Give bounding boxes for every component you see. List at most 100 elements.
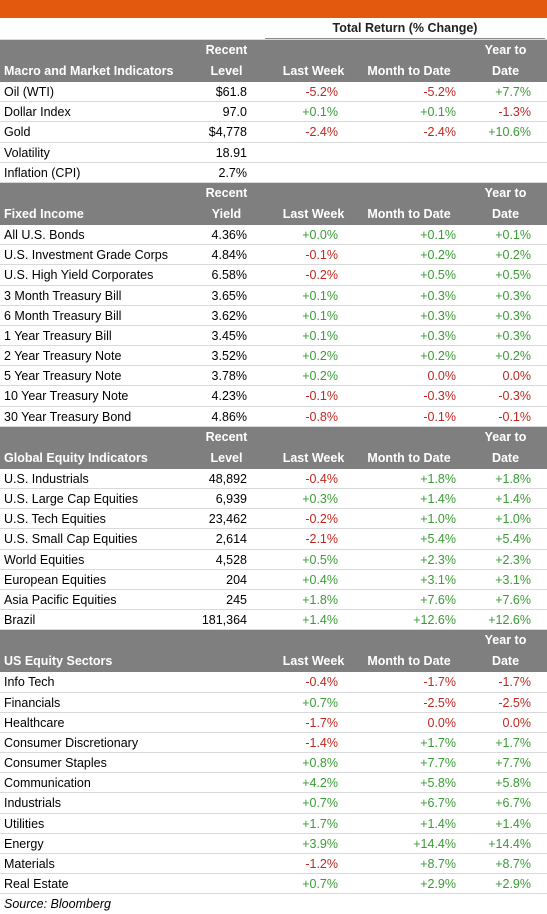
- row-month-to-date: +1.4%: [420, 816, 456, 831]
- row-month-to-date: -2.5%: [423, 695, 456, 710]
- row-label: U.S. High Yield Corporates: [4, 268, 154, 283]
- row-level: 3.45%: [211, 328, 247, 343]
- row-month-to-date: -2.4%: [423, 125, 456, 140]
- row-last-week: -0.4%: [305, 675, 338, 690]
- row-label: U.S. Tech Equities: [4, 512, 106, 527]
- row-level: 3.78%: [211, 369, 247, 384]
- table-row: European Equities 204 +0.4% +3.1% +3.1%: [0, 570, 547, 590]
- row-year-to-date: +5.4%: [495, 532, 531, 547]
- row-label: Dollar Index: [4, 105, 71, 120]
- row-label: Oil (WTI): [4, 85, 54, 99]
- super-header-underline: [265, 38, 545, 39]
- row-month-to-date: +0.5%: [420, 268, 456, 283]
- row-label: U.S. Small Cap Equities: [4, 532, 138, 547]
- row-month-to-date: +1.0%: [420, 512, 456, 527]
- row-last-week: +3.9%: [302, 836, 338, 851]
- section-header: Fixed Income Recent Yield Last Week Month to…: [0, 182, 547, 225]
- row-level: 4.23%: [211, 389, 247, 404]
- row-year-to-date: +7.7%: [495, 85, 531, 99]
- table-row: U.S. Investment Grade Corps 4.84% -0.1% +0.…: [0, 245, 547, 266]
- row-year-to-date: +0.3%: [495, 288, 531, 303]
- row-last-week: +1.7%: [302, 816, 338, 831]
- row-month-to-date: +0.3%: [420, 328, 456, 343]
- row-month-to-date: -0.3%: [423, 389, 456, 404]
- row-level: 4,528: [215, 552, 247, 567]
- row-month-to-date: [348, 163, 458, 182]
- row-label: Real Estate: [4, 877, 69, 892]
- table-row: Utilities +1.7% +1.4% +1.4%: [0, 814, 547, 834]
- month-to-date-column-header: Month to Date: [367, 450, 451, 465]
- row-last-week: -1.2%: [305, 857, 338, 871]
- table-row: Communication +4.2% +5.8% +5.8%: [0, 773, 547, 794]
- row-label: Industrials: [4, 796, 61, 811]
- section-title: US Equity Sectors: [4, 654, 113, 669]
- row-label: European Equities: [4, 572, 107, 587]
- row-level: [190, 672, 263, 691]
- row-level: 4.86%: [211, 409, 247, 424]
- row-label: Materials: [4, 857, 55, 871]
- row-month-to-date: +5.4%: [420, 532, 456, 547]
- row-level: 181,364: [201, 613, 247, 628]
- row-year-to-date: +14.4%: [488, 836, 531, 851]
- row-year-to-date: +12.6%: [488, 613, 531, 628]
- row-level: 245: [226, 592, 247, 607]
- row-level: 2,614: [215, 532, 247, 547]
- table-row: 2 Year Treasury Note 3.52% +0.2% +0.2% +0.2%: [0, 346, 547, 367]
- row-level: [190, 834, 263, 853]
- row-year-to-date: +1.8%: [495, 471, 531, 486]
- row-last-week: -2.1%: [305, 532, 338, 547]
- row-label: U.S. Investment Grade Corps: [4, 248, 168, 263]
- row-level: 48,892: [208, 471, 247, 486]
- table-row: U.S. Small Cap Equities 2,614 -2.1% +5.4% +5…: [0, 529, 547, 550]
- row-year-to-date: -1.3%: [498, 105, 531, 120]
- row-year-to-date: +7.7%: [495, 756, 531, 771]
- row-last-week: +0.0%: [302, 227, 338, 242]
- row-last-week: +0.7%: [302, 796, 338, 811]
- row-month-to-date: -0.1%: [423, 409, 456, 424]
- row-last-week: +0.1%: [302, 288, 338, 303]
- row-month-to-date: +7.7%: [420, 756, 456, 771]
- row-level: 4.84%: [211, 248, 247, 263]
- table-row: Energy +3.9% +14.4% +14.4%: [0, 834, 547, 854]
- row-year-to-date: -1.7%: [498, 675, 531, 690]
- row-month-to-date: [348, 143, 458, 162]
- row-label: 5 Year Treasury Note: [4, 369, 122, 384]
- row-year-to-date: +7.6%: [495, 592, 531, 607]
- table-row: All U.S. Bonds 4.36% +0.0% +0.1% +0.1%: [0, 225, 547, 246]
- section-title: Global Equity Indicators: [4, 450, 148, 465]
- row-last-week: +0.3%: [302, 492, 338, 506]
- row-label: Energy: [4, 836, 44, 851]
- table-row: Consumer Staples +0.8% +7.7% +7.7%: [0, 753, 547, 774]
- row-last-week: -0.2%: [305, 268, 338, 283]
- row-year-to-date: [458, 143, 547, 162]
- row-month-to-date: +12.6%: [413, 613, 456, 628]
- row-last-week: -0.1%: [305, 389, 338, 404]
- row-month-to-date: +0.3%: [420, 288, 456, 303]
- row-year-to-date: +6.7%: [495, 796, 531, 811]
- level-column-header: Recent Yield: [205, 185, 248, 221]
- row-month-to-date: 0.0%: [427, 369, 457, 384]
- row-last-week: +4.2%: [302, 776, 338, 791]
- row-level: [190, 733, 263, 752]
- table-row: Dollar Index 97.0 +0.1% +0.1% -1.3%: [0, 102, 547, 123]
- row-year-to-date: +5.8%: [495, 776, 531, 791]
- row-year-to-date: +2.9%: [495, 877, 531, 892]
- row-last-week: +0.1%: [302, 328, 338, 343]
- row-last-week: +0.1%: [302, 105, 338, 120]
- row-year-to-date: 0.0%: [502, 715, 532, 730]
- table-row: Asia Pacific Equities 245 +1.8% +7.6% +7.6%: [0, 590, 547, 611]
- row-month-to-date: +0.2%: [420, 349, 456, 364]
- row-label: 1 Year Treasury Bill: [4, 328, 112, 343]
- row-month-to-date: +1.4%: [420, 492, 456, 506]
- table-row: Financials +0.7% -2.5% -2.5%: [0, 693, 547, 713]
- table-row: 1 Year Treasury Bill 3.45% +0.1% +0.3% +0.3%: [0, 326, 547, 347]
- row-last-week: [263, 163, 348, 182]
- row-year-to-date: +0.2%: [495, 248, 531, 263]
- row-label: Healthcare: [4, 715, 65, 730]
- row-month-to-date: +7.6%: [420, 592, 456, 607]
- row-year-to-date: +8.7%: [495, 857, 531, 871]
- source-note: Source: Bloomberg: [4, 897, 112, 912]
- market-table: Macro and Market Indicators Recent Level La…: [0, 40, 547, 895]
- row-month-to-date: +14.4%: [413, 836, 456, 851]
- row-month-to-date: +6.7%: [420, 796, 456, 811]
